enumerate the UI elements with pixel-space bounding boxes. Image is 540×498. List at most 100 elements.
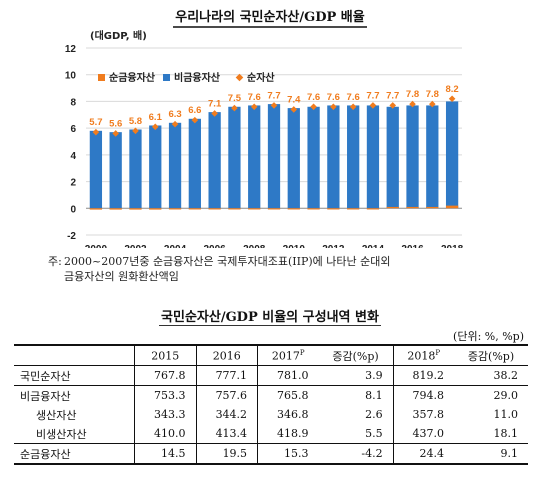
table-cell: 14.5 [134, 443, 197, 464]
row-label: 순금융자산 [14, 443, 135, 464]
net-financial-bar-2005 [188, 208, 201, 210]
net-assets-data-label: 5.8 [129, 116, 142, 127]
net-financial-bar-2017 [426, 206, 439, 209]
net-assets-data-label: 8.2 [445, 84, 458, 95]
net-financial-bar-2015 [386, 206, 399, 209]
nonfinancial-bar-2008 [248, 105, 261, 209]
net-assets-marker-2018 [448, 95, 456, 103]
x-tick-label: 2014 [362, 244, 385, 248]
y-axis: -2 0 2 4 6 8 10 12 [65, 44, 77, 242]
nonfinancial-bar-2005 [188, 118, 201, 209]
table-row: 생산자산 343.3 344.2 346.8 2.6 357.8 11.0 [14, 405, 528, 424]
nonfinancial-bar-2012 [327, 105, 340, 209]
nonfinancial-bar-2017 [426, 105, 439, 209]
table-header-row: 2015 2016 2017P 증감(%p) 2018P 증감(%p) [14, 345, 528, 366]
table-cell: 781.0 [276, 369, 309, 382]
footnote-line-2: 금융자산의 원화환산액임 [64, 270, 179, 283]
net-assets-marker-2000 [92, 128, 100, 136]
header-blank [14, 345, 135, 366]
nonfinancial-bar-2013 [347, 105, 360, 209]
net-financial-bar-2004 [168, 208, 182, 210]
y-tick-label: -2 [67, 231, 76, 242]
net-assets-marker-2014 [369, 102, 377, 109]
chart-bars [89, 101, 459, 210]
legend-swatch-1 [163, 74, 170, 81]
net-assets-marker-2013 [349, 103, 357, 111]
nonfinancial-bar-2018 [445, 101, 459, 209]
table-cell: 757.6 [196, 385, 259, 405]
net-assets-data-label: 7.7 [386, 90, 399, 101]
x-tick-label: 2002 [124, 244, 147, 248]
table-row: 비금융자산 753.3 757.6 765.8 8.1 794.8 29.0 [14, 385, 528, 405]
table-cell: 777.1 [196, 365, 259, 386]
table-cell: 357.8 [412, 408, 444, 421]
net-financial-bar-2011 [307, 208, 320, 210]
net-financial-bar-2014 [366, 208, 380, 210]
y-tick-label: 10 [65, 71, 77, 82]
header-change-2018: 증감(%p) [467, 349, 515, 363]
chart-footnote: 주: 2000~2007년중 순금융자산은 국제투자대조표(IIP)에 나타난 … [48, 254, 534, 284]
table-cell: 5.5 [318, 424, 394, 444]
footnote-prefix: 주: [48, 255, 62, 268]
table-cell: 8.1 [318, 385, 394, 405]
net-assets-data-label: 7.8 [426, 89, 439, 100]
net-assets-marker-2012 [330, 103, 337, 111]
net-assets-data-label: 7.7 [366, 90, 379, 101]
table-cell: 343.3 [134, 405, 197, 424]
x-tick-label: 2016 [401, 244, 424, 248]
table-cell: 413.4 [196, 424, 259, 444]
table-row: 국민순자산 767.8 777.1 781.0 3.9 819.2 38.2 [14, 365, 528, 386]
net-assets-data-label: 6.3 [168, 109, 181, 120]
table-cell: 15.3 [257, 443, 319, 464]
net-assets-data-label: 7.5 [228, 93, 242, 104]
net-financial-bar-2009 [267, 208, 281, 210]
x-axis: 2000 2002 2004 2006 2008 2010 2012 2014 2016 2018 [85, 244, 464, 248]
net-assets-data-label: 7.6 [347, 92, 360, 103]
net-financial-bar-2013 [347, 208, 360, 210]
net-financial-bar-2003 [149, 208, 162, 210]
net-financial-bar-2002 [129, 208, 142, 210]
net-assets-marker-2003 [151, 123, 159, 131]
y-tick-label: 4 [70, 151, 76, 162]
row-label: 국민순자산 [14, 365, 135, 386]
net-assets-data-label: 7.4 [287, 94, 301, 105]
table-cell: 410.0 [134, 424, 197, 444]
net-assets-data-label: 7.6 [327, 92, 340, 103]
table-row: 비생산자산 410.0 413.4 418.9 5.5 437.0 18.1 [14, 424, 528, 444]
legend-label: 순금융자산 [109, 71, 156, 84]
nonfinancial-bar-2014 [366, 105, 380, 209]
y-tick-label: 8 [70, 97, 76, 108]
chart-legend: 순금융자산 비금융자산 순자산 [98, 71, 275, 84]
nonfinancial-bar-2010 [287, 108, 300, 209]
net-financial-bar-2010 [287, 208, 300, 210]
net-financial-bar-2006 [208, 208, 221, 210]
table-unit: (단위: %, %p) [453, 330, 524, 343]
net-assets-data-label: 6.6 [188, 105, 201, 116]
table-cell: 24.4 [393, 443, 454, 464]
legend-swatch-2 [235, 73, 244, 82]
net-assets-data-label: 7.1 [208, 98, 222, 109]
net-assets-data-label: 5.7 [89, 117, 102, 128]
net-assets-marker-2015 [389, 102, 397, 109]
net-assets-marker-2008 [250, 103, 258, 111]
chart-title: 우리나라의 국민순자산/GDP 배율 [0, 6, 540, 28]
net-assets-to-gdp-chart: -2 0 2 4 6 8 10 12 5.7 5.6 5.8 6.1 6.3 6.6 7.1 7.5 7.6 7… [65, 29, 464, 248]
net-assets-data-label: 7.7 [267, 90, 280, 101]
legend-label: 비금융자산 [174, 71, 221, 84]
nonfinancial-bar-2002 [129, 129, 142, 209]
net-financial-bar-2018 [445, 205, 459, 209]
table-cell: 418.9 [276, 427, 309, 440]
footnote-line-1: 2000~2007년중 순금융자산은 국제투자대조표(IIP)에 나타난 순대외 [64, 255, 391, 268]
table-cell: 9.1 [453, 443, 528, 464]
composition-table: 2015 2016 2017P 증감(%p) 2018P 증감(%p) 국민순자… [14, 344, 528, 465]
x-tick-label: 2008 [243, 244, 266, 248]
net-assets-marker-2001 [112, 130, 119, 137]
x-tick-label: 2018 [441, 244, 464, 248]
x-tick-label: 2004 [164, 244, 187, 248]
table-cell: 19.5 [196, 443, 259, 464]
y-axis-label: (대GDP, 배) [90, 29, 147, 42]
net-assets-data-label: 6.1 [149, 112, 163, 123]
net-financial-bar-2007 [228, 208, 241, 210]
table-cell: 2.6 [318, 405, 394, 424]
table-row: 순금융자산 14.5 19.5 15.3 -4.2 24.4 9.1 [14, 443, 528, 464]
